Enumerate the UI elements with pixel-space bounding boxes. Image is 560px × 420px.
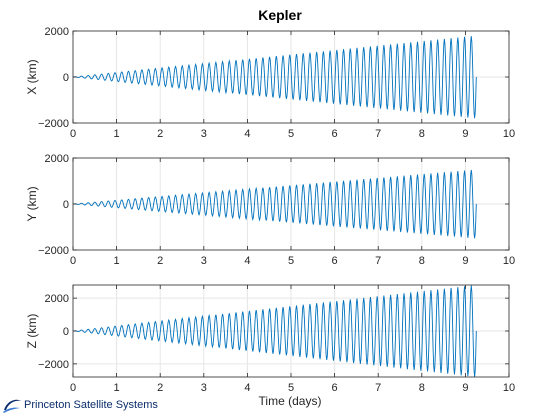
y-tick-label: 2000 xyxy=(45,293,69,305)
x-axis-label: Time (days) xyxy=(259,394,322,408)
x-tick-label: 9 xyxy=(462,382,468,394)
x-tick-label: 0 xyxy=(70,255,76,267)
logo: Princeton Satellite Systems xyxy=(2,392,158,418)
orbit-swoosh-icon xyxy=(2,396,22,414)
x-tick-label: 4 xyxy=(244,128,250,140)
x-tick-label: 3 xyxy=(201,128,207,140)
y-axis-label: Y (km) xyxy=(25,186,39,221)
y-tick-label: 0 xyxy=(63,326,69,338)
x-tick-label: 2 xyxy=(157,255,163,267)
x-tick-label: 10 xyxy=(503,128,515,140)
x-tick-label: 8 xyxy=(419,255,425,267)
y-tick-label: 2000 xyxy=(45,26,69,38)
x-tick-label: 9 xyxy=(462,128,468,140)
x-tick-label: 8 xyxy=(419,382,425,394)
x-tick-label: 2 xyxy=(157,382,163,394)
x-tick-label: 3 xyxy=(201,382,207,394)
x-tick-label: 5 xyxy=(288,382,294,394)
x-tick-label: 7 xyxy=(375,255,381,267)
x-tick-label: 5 xyxy=(288,128,294,140)
x-tick-label: 4 xyxy=(244,382,250,394)
chart-title: Kepler xyxy=(258,7,302,23)
x-tick-label: 1 xyxy=(114,128,120,140)
y-tick-label: 0 xyxy=(63,199,69,211)
x-tick-label: 2 xyxy=(157,128,163,140)
x-tick-label: 10 xyxy=(503,255,515,267)
x-tick-label: 1 xyxy=(114,255,120,267)
x-tick-label: 3 xyxy=(201,255,207,267)
y-tick-label: 0 xyxy=(63,72,69,84)
x-tick-label: 0 xyxy=(70,128,76,140)
y-axis-label: Z (km) xyxy=(25,314,39,349)
y-tick-label: −2000 xyxy=(38,118,69,130)
y-tick-label: 2000 xyxy=(45,153,69,165)
x-tick-label: 7 xyxy=(375,128,381,140)
y-tick-label: −2000 xyxy=(38,359,69,371)
x-tick-label: 7 xyxy=(375,382,381,394)
x-tick-label: 9 xyxy=(462,255,468,267)
x-tick-label: 6 xyxy=(332,382,338,394)
x-tick-label: 6 xyxy=(332,255,338,267)
x-tick-label: 6 xyxy=(332,128,338,140)
logo-text: Princeton Satellite Systems xyxy=(24,399,158,411)
x-tick-label: 5 xyxy=(288,255,294,267)
x-tick-label: 10 xyxy=(503,382,515,394)
y-axis-label: X (km) xyxy=(25,59,39,94)
x-tick-label: 4 xyxy=(244,255,250,267)
y-tick-label: −2000 xyxy=(38,245,69,257)
x-tick-label: 8 xyxy=(419,128,425,140)
